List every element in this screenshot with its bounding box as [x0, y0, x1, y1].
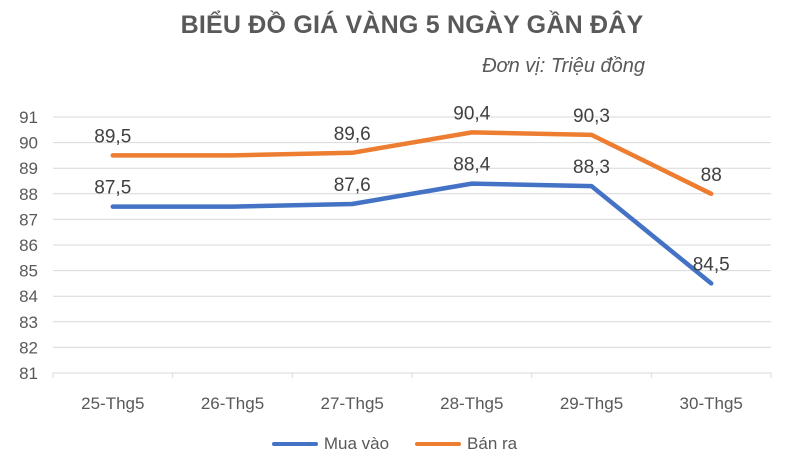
- data-label: 90,4: [453, 103, 490, 124]
- legend-label: Mua vào: [323, 434, 390, 453]
- legend-item: Bán ra: [415, 434, 517, 454]
- y-axis-label: 82: [19, 338, 38, 357]
- data-label: 89,5: [94, 126, 131, 147]
- y-axis-label: 87: [19, 210, 38, 229]
- y-axis-label: 81: [19, 364, 38, 383]
- gold-price-chart: 81 82 83 84 85 86 87 88 89 90 91 25-Thg5 26-Thg5 27-T…: [19, 103, 772, 413]
- y-axis-label: 83: [19, 313, 38, 332]
- y-axis-label: 84: [19, 287, 38, 306]
- y-axis-label: 85: [19, 262, 38, 281]
- series-line: [110, 181, 714, 286]
- x-axis-label: 25-Thg5: [81, 394, 144, 413]
- series-line: [110, 130, 714, 197]
- data-label: 90,3: [573, 106, 610, 127]
- x-axis-label: 28-Thg5: [440, 394, 503, 413]
- y-axis-label: 89: [19, 159, 38, 178]
- y-axis-label: 91: [19, 108, 38, 127]
- x-axis-label: 27-Thg5: [321, 394, 384, 413]
- data-label: 88,3: [573, 157, 610, 178]
- chart-legend: Mua vào Bán ra: [0, 434, 789, 454]
- chart-title: BIỂU ĐỒ GIÁ VÀNG 5 NGÀY GẦN ĐÂY: [180, 11, 644, 39]
- x-axis-label: 30-Thg5: [680, 394, 743, 413]
- data-label: 87,5: [94, 178, 131, 199]
- chart-subtitle: Đơn vị: Triệu đồng: [482, 55, 645, 77]
- legend-color-swatch: [415, 442, 462, 446]
- y-axis-label: 88: [19, 185, 38, 204]
- x-axis-label: 29-Thg5: [560, 394, 623, 413]
- data-label: 89,6: [334, 124, 371, 145]
- data-label: 88: [701, 165, 722, 186]
- y-axis-label: 90: [19, 134, 38, 153]
- legend-label: Bán ra: [467, 434, 518, 453]
- y-axis-label: 86: [19, 236, 38, 255]
- data-label: 84,5: [693, 254, 730, 275]
- legend-color-swatch: [271, 442, 318, 446]
- data-label: 88,4: [453, 155, 490, 176]
- legend-item: Mua vào: [271, 434, 390, 454]
- data-label: 87,6: [334, 175, 371, 196]
- x-axis-label: 26-Thg5: [201, 394, 264, 413]
